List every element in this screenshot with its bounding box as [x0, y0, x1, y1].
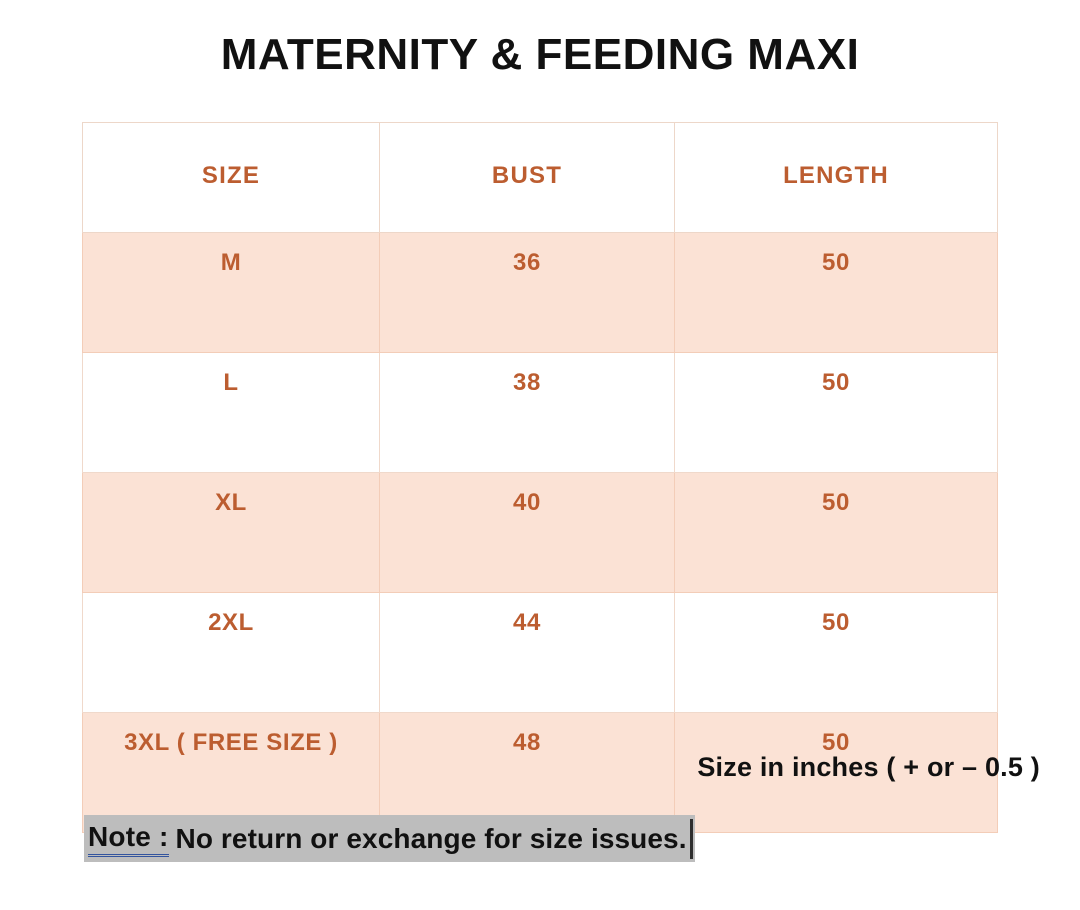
cell-size: L	[82, 352, 380, 473]
page-title: MATERNITY & FEEDING MAXI	[220, 30, 860, 79]
text-caret	[689, 818, 693, 859]
cell-length: 50	[674, 472, 998, 593]
table-body: M 36 50 L 38 50 XL 40 50 2XL 44 50 3XL (…	[82, 232, 998, 833]
cell-length: 50	[674, 592, 998, 713]
note-body-text: No return or exchange for size issues.	[175, 822, 687, 854]
cell-size: M	[82, 232, 380, 353]
cell-size: XL	[82, 472, 380, 593]
column-header-bust: BUST	[379, 122, 675, 233]
table-header-row: SIZE BUST LENGTH	[82, 122, 998, 233]
table-header: SIZE BUST LENGTH	[82, 122, 998, 233]
cell-length: 50	[674, 352, 998, 473]
table-row: L 38 50	[82, 352, 998, 473]
note-label: Note :	[88, 821, 169, 857]
cell-bust: 44	[379, 592, 675, 713]
size-unit-note: Size in inches ( + or – 0.5 )	[697, 752, 1040, 782]
table-row: XL 40 50	[82, 472, 998, 593]
note-highlighted-line[interactable]: Note : No return or exchange for size is…	[84, 815, 695, 862]
cell-bust: 36	[379, 232, 675, 353]
table-row: 2XL 44 50	[82, 592, 998, 713]
table-row: 3XL ( FREE SIZE ) 48 50	[82, 712, 998, 833]
cell-length: 50	[674, 712, 998, 833]
cell-bust: 40	[379, 472, 675, 593]
column-header-size: SIZE	[82, 122, 380, 233]
cell-size: 3XL ( FREE SIZE )	[82, 712, 380, 833]
cell-bust: 48	[379, 712, 675, 833]
table-row: M 36 50	[82, 232, 998, 353]
column-header-length: LENGTH	[674, 122, 998, 233]
cell-length: 50	[674, 232, 998, 353]
size-chart-table: SIZE BUST LENGTH M 36 50 L 38 50 XL 40 5…	[82, 122, 998, 833]
cell-size: 2XL	[82, 592, 380, 713]
cell-bust: 38	[379, 352, 675, 473]
